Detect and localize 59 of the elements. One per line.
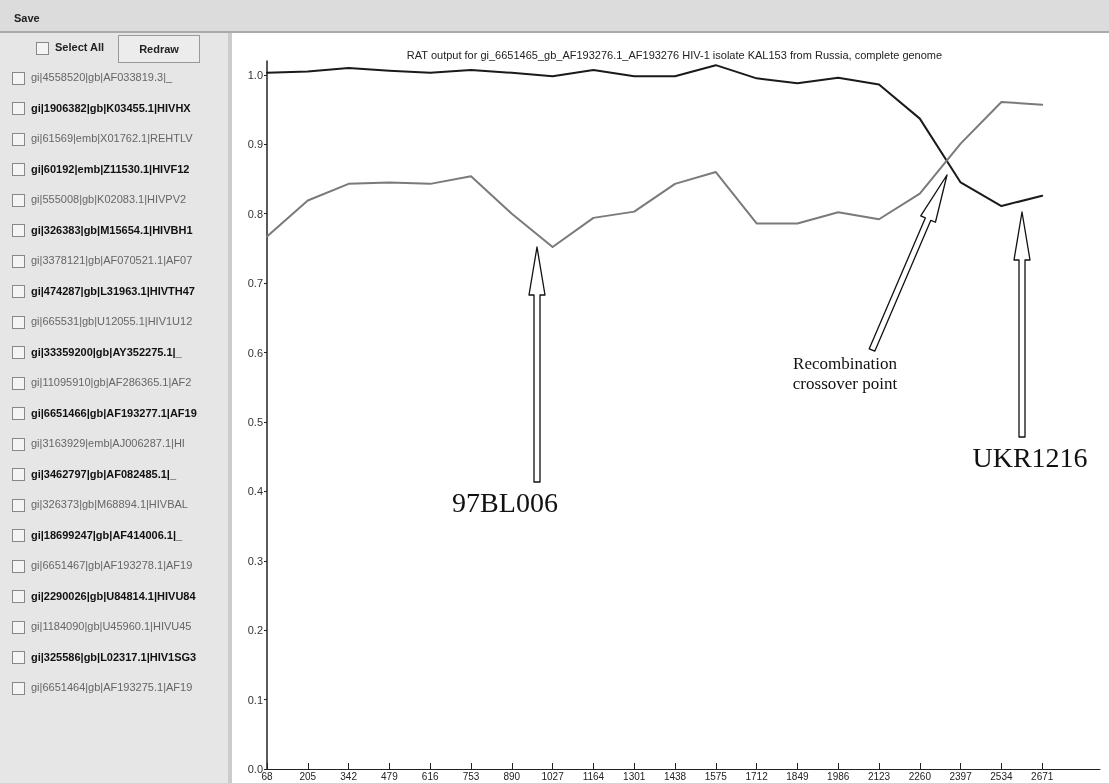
y-tick-label: 0.2 — [247, 624, 263, 637]
annotation: 97BL006 — [452, 486, 558, 520]
y-tick-label: 0.4 — [247, 485, 263, 498]
text: gi|6651466|gb|AF193277.1|AF19 — [30, 406, 197, 421]
x-tick-label: 342 — [340, 770, 358, 782]
text: gi|474287|gb|L31963.1|HIVTH47 — [30, 284, 195, 299]
text: gi|3378121|gb|AF070521.1|AF07 — [30, 254, 193, 268]
x-tick-label: 1301 — [623, 770, 646, 782]
text: gi|61569|emb|X01762.1|REHTLV — [30, 132, 193, 146]
text: gi|3462797|gb|AF082485.1|_ — [30, 467, 177, 482]
x-tick-label: 1712 — [745, 770, 769, 782]
y-tick-label: 0.0 — [247, 763, 263, 775]
text: gi|11095910|gb|AF286365.1|AF2 — [30, 376, 192, 390]
y-tick-label: 0.9 — [247, 138, 263, 151]
x-tick-label: 2671 — [1031, 770, 1054, 782]
x-tick-label: 753 — [462, 770, 480, 782]
x-tick-label: 2534 — [990, 770, 1013, 782]
text: gi|555008|gb|K02083.1|HIVPV2 — [30, 193, 187, 207]
y-tick-label: 0.3 — [247, 554, 263, 567]
text: gi|326383|gb|M15654.1|HIVBH1 — [30, 223, 193, 238]
text: gi|6651467|gb|AF193278.1|AF19 — [30, 559, 193, 573]
text: gi|325586|gb|L02317.1|HIV1SG3 — [30, 650, 197, 665]
y-tick-label: 0.8 — [247, 207, 263, 220]
chart-title: RAT output for gi_6651465_gb_AF193276.1_AF193276 HIV-1 isolate KAL153 from Russia, complete genome — [406, 48, 943, 61]
text: gi|1184090|gb|U45960.1|HIVU45 — [30, 620, 192, 634]
text: gi|3163929|emb|AJ006287.1|HI — [30, 437, 185, 451]
x-tick-label: 1027 — [541, 770, 565, 782]
x-tick-label: 616 — [421, 770, 439, 782]
x-tick-label: 1575 — [704, 770, 728, 782]
annotation: Recombination crossover point — [792, 354, 898, 395]
x-tick-label: 2123 — [867, 770, 891, 782]
x-tick-label: 205 — [299, 770, 317, 782]
line-series — [266, 100, 1044, 249]
x-tick-label: 890 — [503, 770, 521, 782]
x-tick-label: 2397 — [949, 770, 973, 782]
text: gi|4558520|gb|AF033819.3|_ — [30, 71, 173, 85]
text: gi|326373|gb|M68894.1|HIVBAL — [30, 498, 188, 512]
y-tick-label: 0.1 — [247, 693, 263, 706]
y-tick-label: 0.6 — [247, 346, 263, 359]
text: gi|6651464|gb|AF193275.1|AF19 — [30, 681, 193, 695]
y-tick-label: 1.0 — [247, 68, 263, 81]
text: Select All — [54, 41, 105, 55]
x-tick-label: 479 — [381, 770, 399, 782]
text: Redraw — [118, 35, 200, 63]
text: gi|33359200|gb|AY352275.1|_ — [30, 345, 182, 360]
text: Save — [14, 12, 40, 24]
text: gi|60192|emb|Z11530.1|HIVF12 — [30, 162, 190, 177]
y-tick-label: 0.5 — [247, 415, 263, 428]
annotation: UKR1216 — [972, 441, 1088, 475]
x-tick-label: 1164 — [582, 770, 605, 782]
x-tick-label: 1849 — [786, 770, 809, 782]
y-tick-label: 0.7 — [247, 277, 263, 290]
text: gi|18699247|gb|AF414006.1|_ — [30, 528, 183, 543]
text: gi|665531|gb|U12055.1|HIV1U12 — [30, 315, 193, 329]
text: gi|2290026|gb|U84814.1|HIVU84 — [30, 589, 196, 604]
text: gi|1906382|gb|K03455.1|HIVHX — [30, 101, 191, 116]
x-tick-label: 1438 — [663, 770, 687, 782]
x-tick-label: 2260 — [908, 770, 932, 782]
x-tick-label: 1986 — [827, 770, 850, 782]
